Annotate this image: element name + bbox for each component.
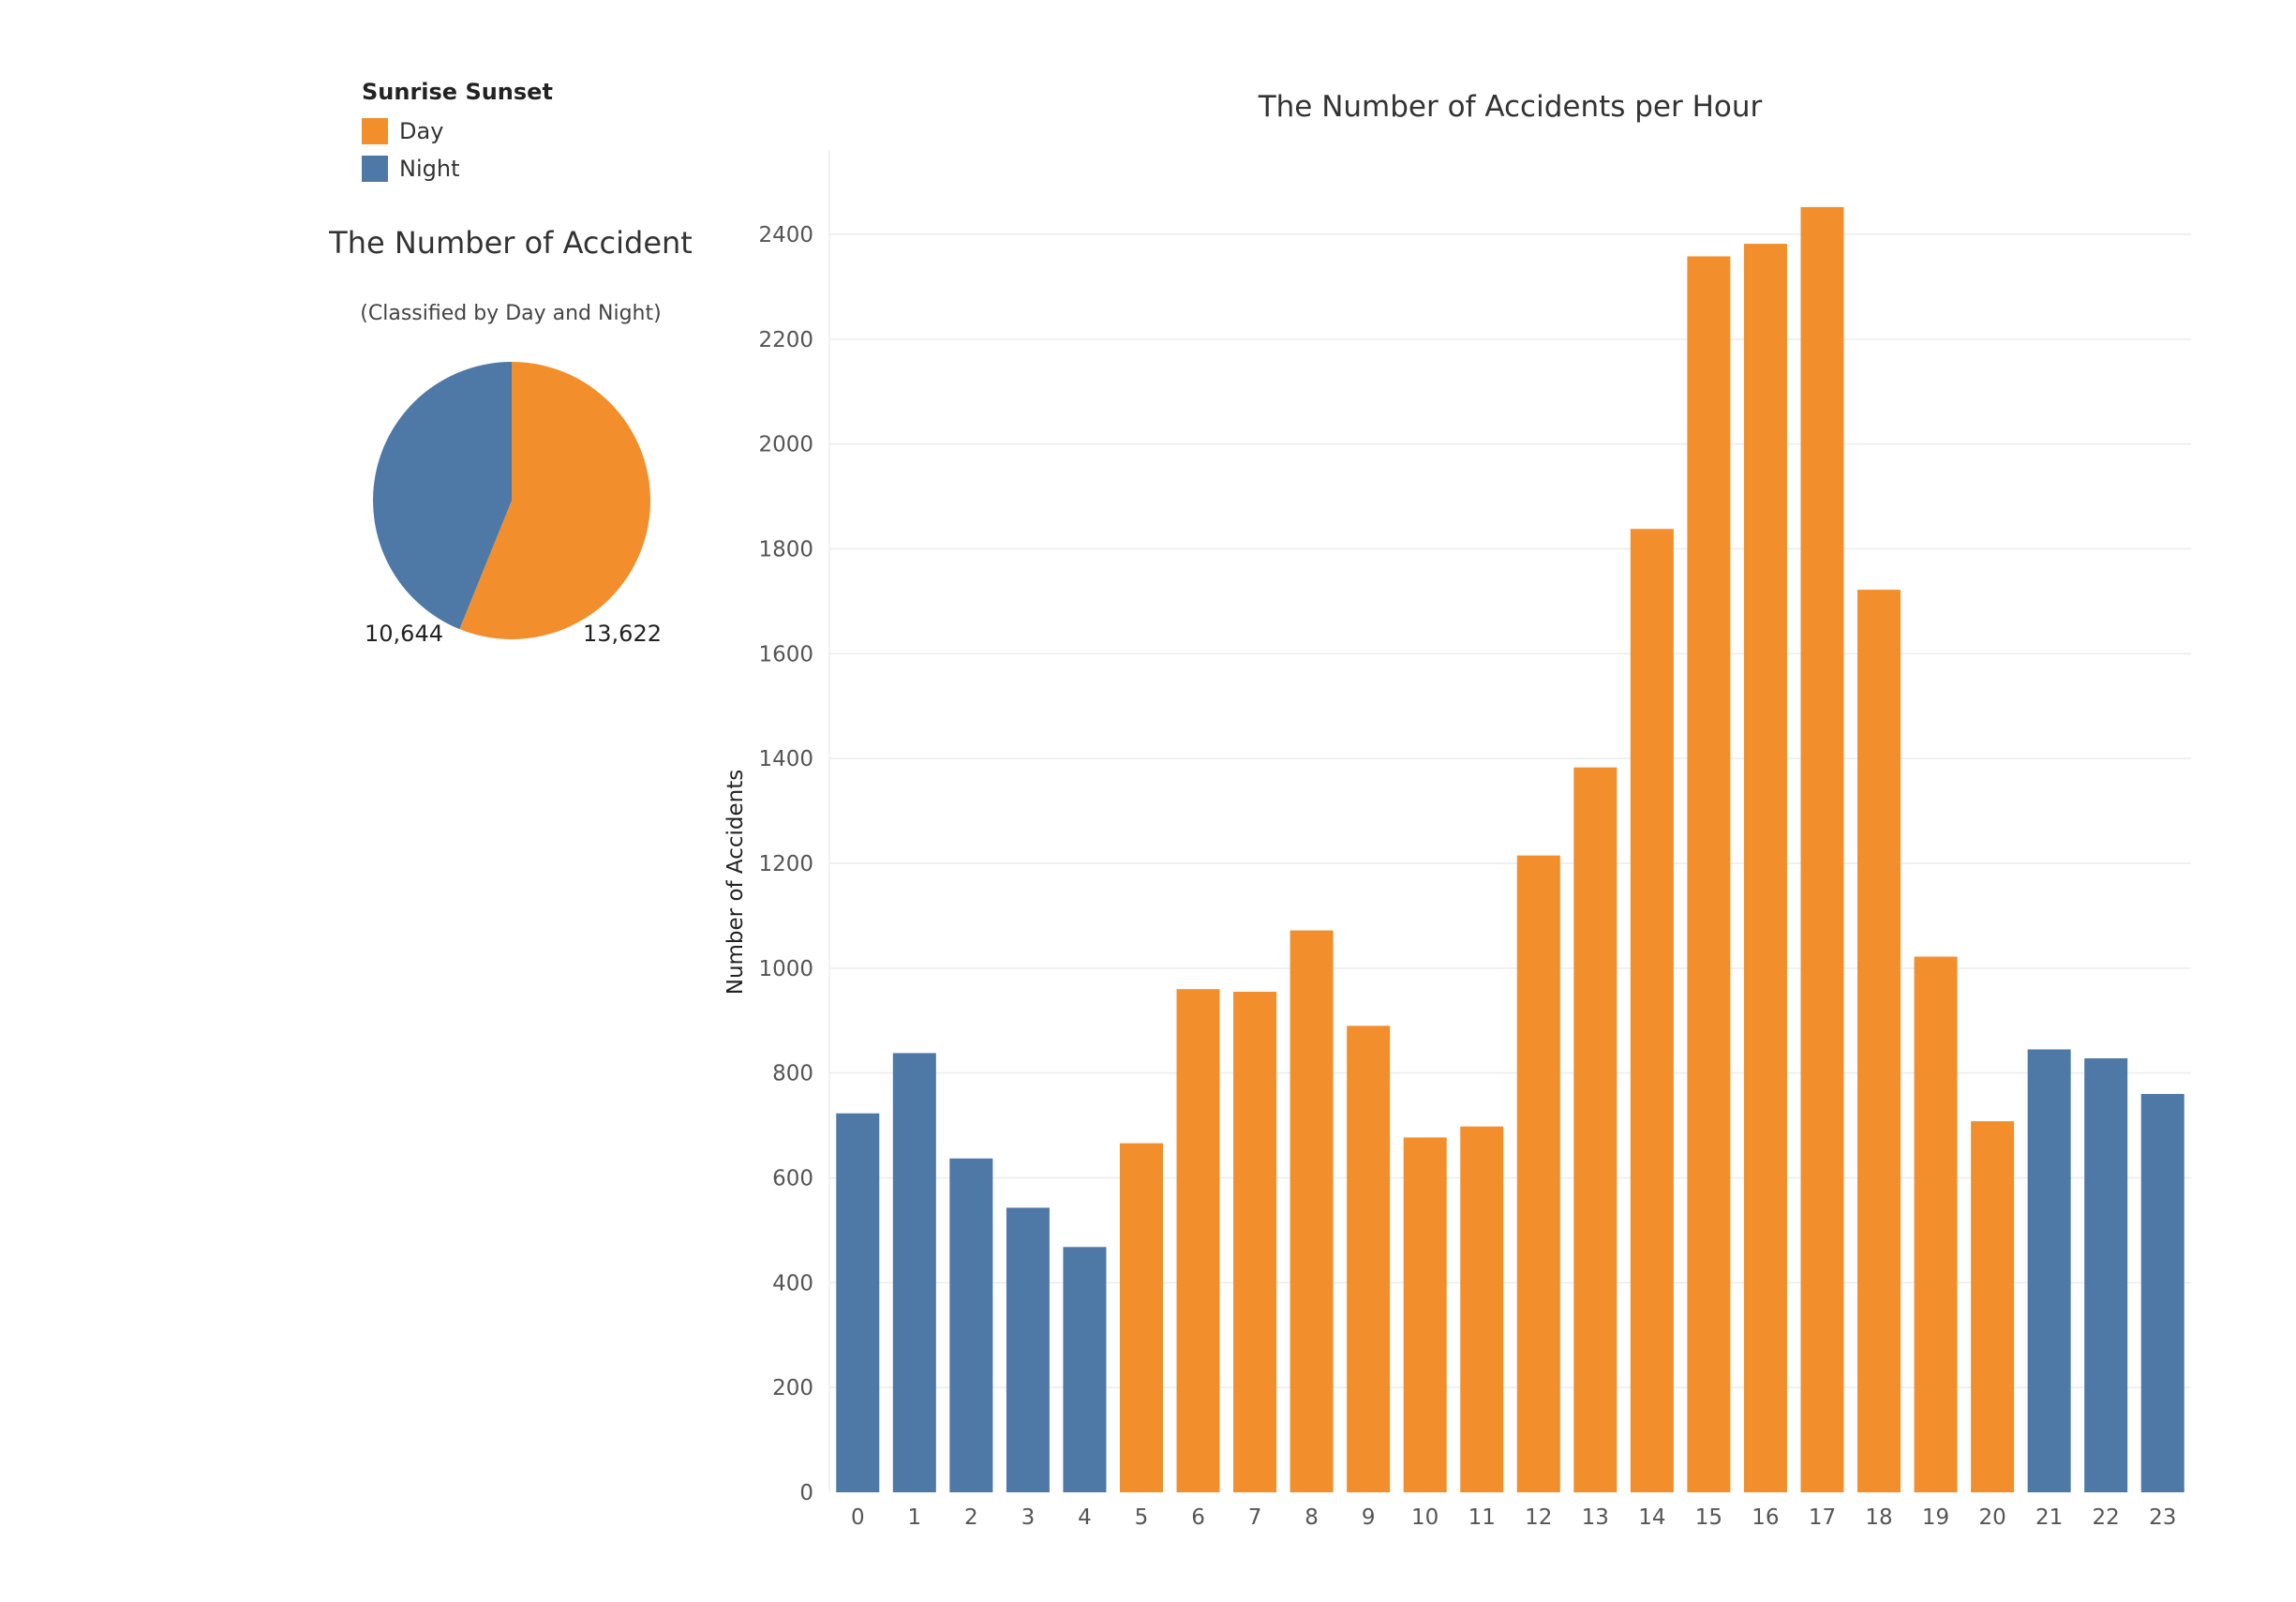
x-tick-label-0: 0	[851, 1505, 865, 1530]
pie-label-night: 10,644	[365, 621, 443, 647]
x-tick-label-6: 6	[1191, 1505, 1205, 1530]
y-tick-label-1600: 1600	[758, 642, 813, 666]
x-tick-label-3: 3	[1021, 1505, 1036, 1530]
pie-subtitle: (Classified by Day and Night)	[360, 302, 662, 325]
y-tick-label-0: 0	[799, 1481, 813, 1505]
x-tick-label-12: 12	[1525, 1505, 1552, 1530]
bar-hour-15[interactable]	[1687, 256, 1731, 1492]
x-tick-label-13: 13	[1582, 1505, 1609, 1530]
x-tick-label-21: 21	[2035, 1505, 2063, 1530]
pie-label-day: 13,622	[583, 621, 662, 647]
y-tick-label-1400: 1400	[758, 747, 813, 771]
y-axis-label: Number of Accidents	[723, 770, 748, 996]
x-tick-label-10: 10	[1411, 1505, 1439, 1530]
bar-hour-11[interactable]	[1460, 1126, 1504, 1492]
bar-hour-19[interactable]	[1914, 956, 1958, 1492]
x-tick-label-14: 14	[1638, 1505, 1665, 1530]
bar-hour-18[interactable]	[1857, 590, 1901, 1492]
x-tick-label-7: 7	[1248, 1505, 1262, 1530]
pie-slice-day[interactable]	[459, 362, 650, 639]
bar-hour-17[interactable]	[1800, 206, 1844, 1492]
y-tick-label-2400: 2400	[758, 223, 813, 247]
legend-label-day: Day	[399, 118, 444, 144]
legend-item-night[interactable]: Night	[362, 150, 553, 187]
x-tick-label-1: 1	[907, 1505, 921, 1530]
y-tick-label-1000: 1000	[758, 957, 813, 981]
x-tick-label-22: 22	[2093, 1505, 2120, 1530]
bar-hour-9[interactable]	[1347, 1026, 1391, 1492]
bar-chart-title: The Number of Accidents per Hour	[1258, 90, 1763, 124]
x-tick-label-15: 15	[1695, 1505, 1722, 1530]
y-tick-label-600: 600	[772, 1167, 813, 1191]
x-tick-label-23: 23	[2149, 1505, 2176, 1530]
bar-hour-4[interactable]	[1063, 1247, 1107, 1492]
bar-hour-7[interactable]	[1233, 991, 1277, 1492]
bar-hour-10[interactable]	[1403, 1137, 1447, 1492]
legend-title: Sunrise Sunset	[362, 79, 553, 105]
bar-hour-21[interactable]	[2027, 1049, 2071, 1492]
x-tick-label-16: 16	[1752, 1505, 1779, 1530]
x-tick-label-20: 20	[1978, 1505, 2005, 1530]
legend-swatch-day	[362, 118, 388, 144]
pie-title: The Number of Accident	[329, 225, 693, 261]
pie-chart	[373, 362, 650, 639]
x-tick-label-8: 8	[1305, 1505, 1319, 1530]
bar-hour-23[interactable]	[2140, 1094, 2184, 1492]
legend-swatch-night	[362, 156, 388, 182]
legend-label-night: Night	[399, 156, 460, 182]
y-tick-label-800: 800	[772, 1062, 813, 1086]
bar-hour-0[interactable]	[836, 1113, 880, 1492]
pie-slice-night[interactable]	[373, 362, 512, 630]
y-tick-label-2000: 2000	[758, 433, 813, 457]
y-tick-label-200: 200	[772, 1376, 813, 1400]
bar-hour-1[interactable]	[892, 1053, 936, 1492]
bar-hour-13[interactable]	[1573, 767, 1618, 1492]
x-tick-label-18: 18	[1865, 1505, 1892, 1530]
x-tick-label-4: 4	[1078, 1505, 1092, 1530]
x-tick-label-2: 2	[964, 1505, 978, 1530]
bar-hour-8[interactable]	[1290, 930, 1334, 1492]
x-tick-label-11: 11	[1469, 1505, 1496, 1530]
y-tick-label-1200: 1200	[758, 852, 813, 876]
bar-hour-12[interactable]	[1516, 855, 1560, 1492]
x-tick-label-9: 9	[1362, 1505, 1376, 1530]
bar-hour-20[interactable]	[1971, 1121, 2015, 1492]
bar-hour-2[interactable]	[949, 1158, 993, 1492]
y-tick-label-1800: 1800	[758, 538, 813, 562]
bar-hour-3[interactable]	[1006, 1207, 1050, 1492]
bar-hour-22[interactable]	[2084, 1058, 2128, 1492]
bar-hour-16[interactable]	[1743, 244, 1787, 1493]
legend: Sunrise Sunset Day Night	[362, 79, 553, 187]
x-tick-label-17: 17	[1809, 1505, 1836, 1530]
x-tick-label-5: 5	[1135, 1505, 1149, 1530]
y-tick-label-2200: 2200	[758, 328, 813, 352]
bar-hour-6[interactable]	[1176, 989, 1220, 1492]
legend-item-day[interactable]: Day	[362, 112, 553, 150]
x-tick-label-19: 19	[1922, 1505, 1949, 1530]
bar-hour-14[interactable]	[1630, 529, 1674, 1492]
bar-hour-5[interactable]	[1119, 1143, 1163, 1492]
y-tick-label-400: 400	[772, 1271, 813, 1295]
